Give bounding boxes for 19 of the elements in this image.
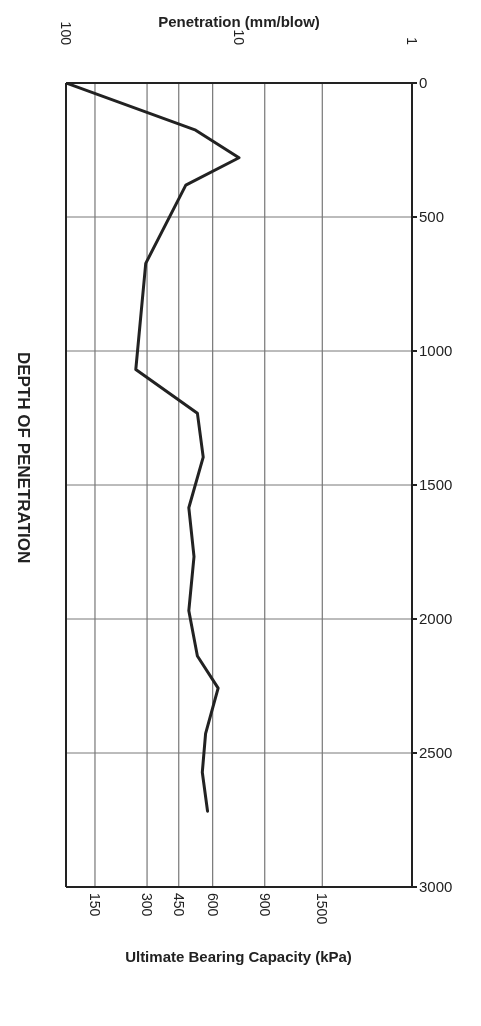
text: 1500 [314,893,331,925]
text: 600 [204,893,221,917]
text: 300 [139,893,156,917]
y-tick-label: 2000 [419,610,453,628]
x-tick-label: 10 [231,29,247,46]
x-tick-label: 1 [404,37,420,46]
y-tick-label: 0 [419,74,428,92]
y-tick-label: 1500 [419,476,453,494]
y-tick-label: 2500 [419,744,453,762]
text: 900 [256,893,273,917]
y-tick-label: 500 [419,208,445,226]
y-axis-title: DEPTH OF PENETRATION [13,352,33,564]
y-tick-label: 1000 [419,342,453,360]
x-tick-label: 100 [58,21,74,46]
y-tick-label: 3000 [419,878,453,896]
x-axis-title: Penetration (mm/blow) [158,12,320,30]
text: 150 [86,893,103,917]
text: 450 [170,893,187,917]
text: Ultimate Bearing Capacity (kPa) [124,948,353,965]
